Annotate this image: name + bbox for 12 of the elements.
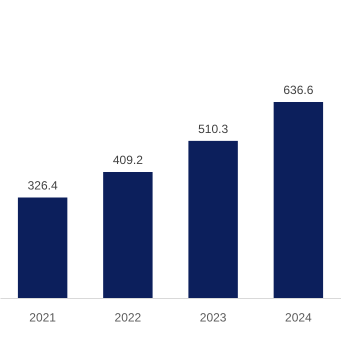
bar <box>274 102 324 298</box>
x-tick-label: 2022 <box>114 310 142 324</box>
x-tick-label: 2021 <box>29 310 56 324</box>
data-label: 409.2 <box>112 152 144 167</box>
data-label: 326.4 <box>28 178 58 192</box>
bar <box>103 172 153 298</box>
x-tick-label: 2023 <box>200 310 227 324</box>
x-tick-label: 2024 <box>285 310 312 324</box>
bar <box>188 140 238 298</box>
data-label: 510.3 <box>198 122 228 136</box>
bar <box>18 197 68 298</box>
data-label: 636.6 <box>283 82 314 97</box>
